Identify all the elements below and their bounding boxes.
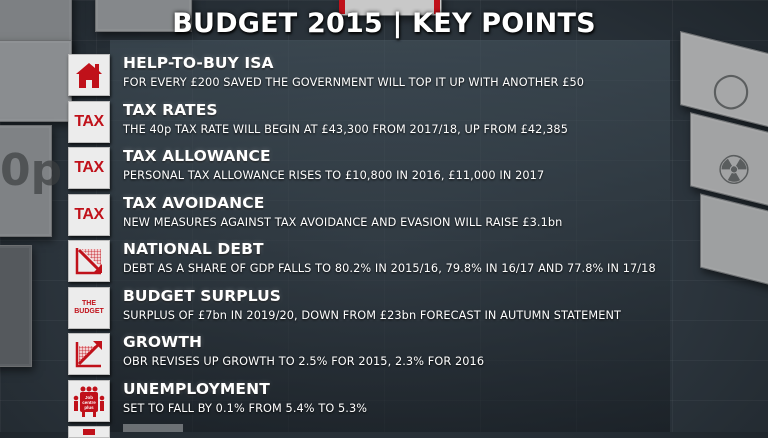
- item-heading: HELP-TO-BUY ISA: [123, 54, 274, 72]
- item-heading: TAX AVOIDANCE: [123, 193, 265, 212]
- item-heading: TAX ALLOWANCE: [123, 147, 271, 165]
- item-heading: NATIONAL DEBT: [123, 240, 264, 258]
- svg-text:centre: centre: [82, 400, 96, 405]
- item-text: PERSONAL TAX ALLOWANCE RISES TO £10,800 …: [123, 169, 545, 182]
- item-text: SURPLUS OF £7bn IN 2019/20, DOWN FROM £2…: [123, 308, 621, 322]
- list-item-budget-surplus: THE BUDGET BUDGET SURPLUS SURPLUS OF £7bn…: [68, 285, 758, 332]
- list-item-tax-rates: TAX TAX RATES THE 40p TAX RATE WILL BEGI…: [68, 99, 758, 146]
- item-text: THE 40p TAX RATE WILL BEGIN AT £43,300 F…: [123, 122, 569, 136]
- list-item-national-debt: NATIONAL DEBT DEBT AS A SHARE OF GDP FAL…: [68, 238, 758, 285]
- house-icon: [68, 54, 110, 96]
- item-text: FOR EVERY £200 SAVED THE GOVERNMENT WILL…: [123, 76, 585, 89]
- background-tile: [0, 40, 72, 122]
- background-tile: [95, 0, 192, 32]
- item-text: OBR REVISES UP GROWTH TO 2.5% FOR 2015, …: [123, 355, 485, 368]
- chart-down-icon: [68, 240, 110, 282]
- list-item-unemployment: Job centre plus UNEMPLOYMENT SET TO FALL…: [68, 378, 758, 425]
- list-item-tax-allowance: TAX TAX ALLOWANCE PERSONAL TAX ALLOWANCE…: [68, 145, 758, 192]
- key-points-list: HELP-TO-BUY ISA FOR EVERY £200 SAVED THE…: [68, 52, 758, 424]
- item-text: DEBT AS A SHARE OF GDP FALLS TO 80.2% IN…: [123, 262, 656, 275]
- radiation-icon: ☢: [716, 148, 752, 194]
- item-heading: GROWTH: [123, 333, 203, 351]
- budget-icon: THE BUDGET: [68, 286, 110, 329]
- list-item-help-to-buy-isa: HELP-TO-BUY ISA FOR EVERY £200 SAVED THE…: [68, 52, 758, 99]
- background-red-bar: [434, 0, 440, 14]
- background-pence-glyph: 0p: [0, 145, 63, 196]
- item-heading: BUDGET SURPLUS: [123, 286, 282, 305]
- partial-next-icon: [68, 426, 110, 438]
- item-heading: TAX RATES: [123, 100, 218, 119]
- list-item-growth: GROWTH OBR REVISES UP GROWTH TO 2.5% FOR…: [68, 331, 758, 378]
- page-title: BUDGET 2015 | KEY POINTS: [172, 8, 596, 39]
- lightbulb-icon: ◯: [712, 70, 751, 110]
- item-text: SET TO FALL BY 0.1% FROM 5.4% TO 5.3%: [123, 401, 368, 415]
- item-text: NEW MEASURES AGAINST TAX AVOIDANCE AND E…: [123, 215, 563, 229]
- list-item-tax-avoidance: TAX TAX AVOIDANCE NEW MEASURES AGAINST T…: [68, 192, 758, 239]
- background-panel: [110, 40, 670, 432]
- svg-text:Job: Job: [85, 395, 93, 400]
- jobcentre-icon: Job centre plus: [68, 379, 110, 422]
- svg-text:plus: plus: [84, 405, 94, 410]
- partial-next-heading: [123, 424, 183, 432]
- background-red-bar: [339, 0, 345, 14]
- background-tile: [0, 245, 32, 367]
- tax-icon: TAX: [68, 100, 110, 143]
- background-tile: [0, 125, 52, 237]
- tax-icon: TAX: [68, 147, 110, 189]
- tax-icon: TAX: [68, 193, 110, 236]
- item-heading: UNEMPLOYMENT: [123, 379, 270, 398]
- chart-up-icon: [68, 333, 110, 375]
